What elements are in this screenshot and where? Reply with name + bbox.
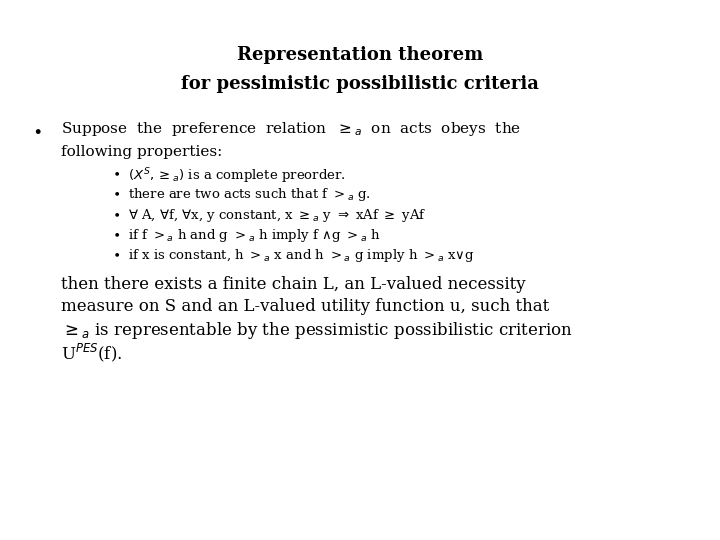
Text: for pessimistic possibilistic criteria: for pessimistic possibilistic criteria: [181, 75, 539, 92]
Text: U$^{PES}$(f).: U$^{PES}$(f).: [61, 342, 122, 364]
Text: $\bullet$: $\bullet$: [112, 166, 120, 179]
Text: there are two acts such that f $>_a$ g.: there are two acts such that f $>_a$ g.: [128, 186, 371, 203]
Text: $(X^S, \geq_a)$ is a complete preorder.: $(X^S, \geq_a)$ is a complete preorder.: [128, 166, 346, 186]
Text: then there exists a finite chain L, an L-valued necessity: then there exists a finite chain L, an L…: [61, 276, 526, 293]
Text: if f $>_a$ h and g $>_a$ h imply f $\wedge$g $>_a$ h: if f $>_a$ h and g $>_a$ h imply f $\wed…: [128, 227, 381, 244]
Text: $\bullet$: $\bullet$: [112, 186, 120, 199]
Text: $\geq_a$ is representable by the pessimistic possibilistic criterion: $\geq_a$ is representable by the pessimi…: [61, 320, 573, 341]
Text: $\forall$ A, $\forall$f, $\forall$x, y constant, x $\geq_a$ y $\Rightarrow$ xAf : $\forall$ A, $\forall$f, $\forall$x, y c…: [128, 207, 426, 224]
Text: $\bullet$: $\bullet$: [112, 227, 120, 240]
Text: if x is constant, h $>_a$ x and h $>_a$ g imply h $>_a$ x$\vee$g: if x is constant, h $>_a$ x and h $>_a$ …: [128, 247, 475, 264]
Text: Suppose  the  preference  relation  $\geq_a$  on  acts  obeys  the: Suppose the preference relation $\geq_a$…: [61, 120, 521, 138]
Text: $\bullet$: $\bullet$: [112, 207, 120, 220]
Text: following properties:: following properties:: [61, 145, 222, 159]
Text: $\bullet$: $\bullet$: [32, 122, 42, 138]
Text: measure on S and an L-valued utility function u, such that: measure on S and an L-valued utility fun…: [61, 298, 549, 315]
Text: $\bullet$: $\bullet$: [112, 247, 120, 260]
Text: Representation theorem: Representation theorem: [237, 46, 483, 64]
